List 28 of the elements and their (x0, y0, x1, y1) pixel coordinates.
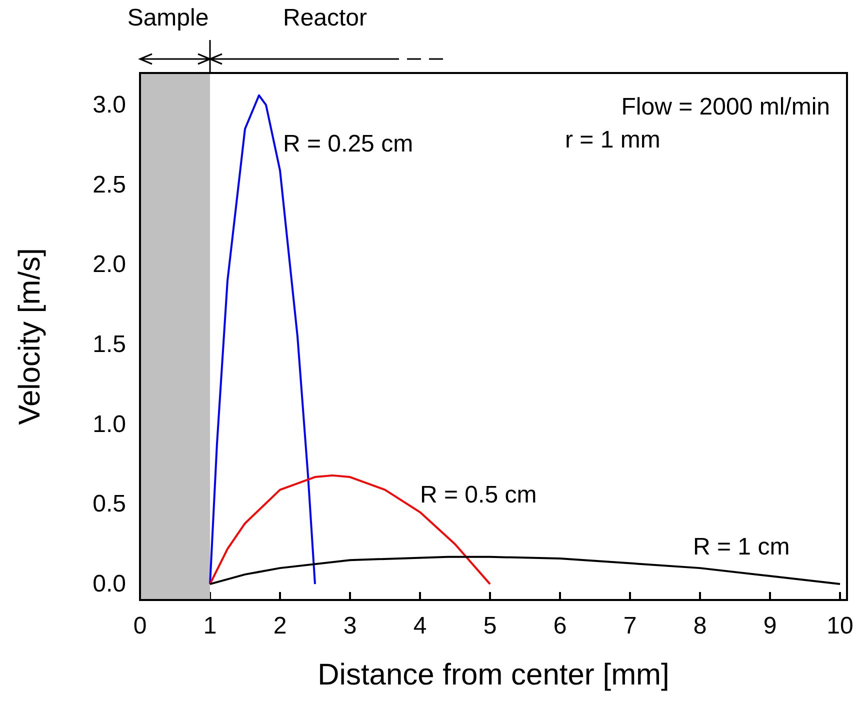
y-tick-label: 3.0 (92, 91, 126, 118)
text: Sample (127, 4, 209, 32)
y-axis-title: Velocity [m/s] (14, 248, 46, 425)
annotation: Flow = 2000 ml/min (621, 94, 830, 120)
y-tick-label: 2.0 (92, 251, 126, 278)
x-axis-title: Distance from center [mm] (318, 658, 670, 692)
annotation: R = 1 cm (693, 534, 790, 560)
x-tick-label: 5 (483, 612, 497, 640)
annotation: R = 0.25 cm (283, 130, 414, 158)
y-tick-label: 0.5 (92, 490, 126, 518)
annotation: r = 1 mm (565, 126, 660, 154)
x-tick-label: 7 (623, 612, 637, 640)
y-tick-label: 1.0 (92, 410, 126, 438)
x-tick-label: 9 (763, 612, 777, 640)
line-series (209, 556, 841, 586)
x-tick-label: 3 (343, 612, 357, 640)
x-tick-label: 10 (826, 612, 854, 640)
y-tick-label: 2.5 (92, 171, 126, 198)
x-tick-label: 0 (133, 612, 147, 640)
x-tick-label: 2 (273, 612, 287, 640)
x-tick-label: 1 (203, 612, 217, 640)
text: Reactor (282, 4, 368, 32)
x-tick-label: 6 (553, 612, 567, 640)
y-tick-label: 1.5 (92, 330, 126, 358)
annotation: R = 0.5 cm (420, 482, 537, 508)
y-tick-label: 0.0 (92, 570, 126, 598)
x-tick-label: 8 (693, 612, 707, 640)
x-tick-label: 4 (413, 612, 427, 640)
